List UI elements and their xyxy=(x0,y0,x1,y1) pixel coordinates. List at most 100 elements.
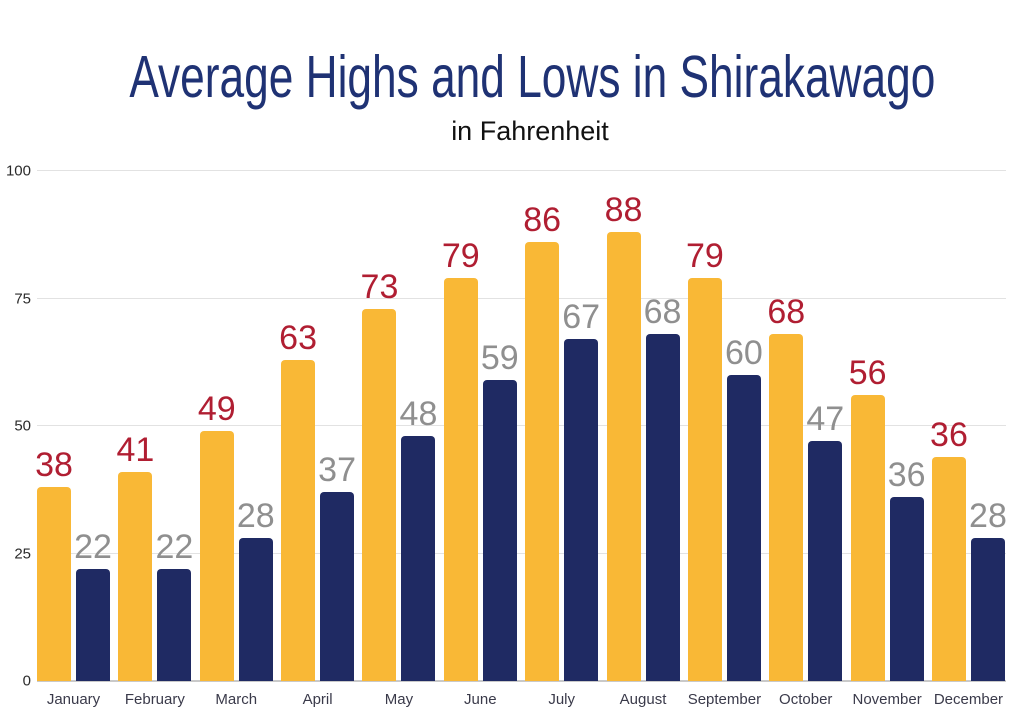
bar-wrap-low-february: 22 xyxy=(155,171,194,681)
bar-low-february xyxy=(157,569,192,681)
label-low-october: 47 xyxy=(806,400,845,438)
x-label-january: January xyxy=(46,691,101,708)
label-low-august: 68 xyxy=(643,293,682,331)
bar-wrap-high-september: 79 xyxy=(686,171,724,681)
bar-wrap-high-december: 36 xyxy=(930,171,968,681)
bar-wrap-high-november: 56 xyxy=(848,171,887,681)
bar-low-april xyxy=(320,492,355,681)
bar-group-december: 36 28 December xyxy=(930,171,1007,708)
chart-subtitle: in Fahrenheit xyxy=(451,116,609,146)
bar-wrap-high-july: 86 xyxy=(523,171,562,681)
label-high-july: 86 xyxy=(523,201,562,239)
bar-low-january xyxy=(76,569,110,681)
x-label-october: October xyxy=(779,691,833,708)
bar-group-june: 79 59 June xyxy=(441,171,519,708)
bar-group-july: 86 67 July xyxy=(523,171,601,708)
bar-high-february xyxy=(118,472,153,681)
label-low-may: 48 xyxy=(399,395,438,433)
label-low-january: 22 xyxy=(74,528,112,566)
label-low-july: 67 xyxy=(562,298,601,336)
bar-wrap-low-january: 22 xyxy=(74,171,112,681)
label-low-february: 22 xyxy=(155,528,194,566)
bar-wrap-low-june: 59 xyxy=(480,171,519,681)
label-low-june: 59 xyxy=(480,339,519,377)
x-label-september: September xyxy=(687,691,762,708)
bar-low-october xyxy=(808,441,843,681)
bar-wrap-high-june: 79 xyxy=(441,171,480,681)
bar-high-september xyxy=(687,278,722,681)
bar-wrap-low-april: 37 xyxy=(318,171,356,681)
x-label-may: May xyxy=(384,691,414,708)
bar-wrap-low-august: 68 xyxy=(643,171,682,681)
bar-high-may xyxy=(362,309,397,681)
label-low-december: 28 xyxy=(969,497,1007,535)
x-label-march: March xyxy=(215,691,258,708)
label-low-march: 28 xyxy=(236,497,275,535)
x-label-december: December xyxy=(933,691,1004,708)
label-high-february: 41 xyxy=(116,431,155,469)
chart-title-text: Average Highs and Lows in Shirakawago xyxy=(129,44,936,110)
bar-high-july xyxy=(525,242,560,681)
bar-high-april xyxy=(281,360,316,681)
y-tick-label-100: 100 xyxy=(5,162,31,180)
bar-high-december xyxy=(931,457,966,681)
x-label-august: August xyxy=(619,691,667,708)
label-high-june: 79 xyxy=(441,237,480,275)
bar-wrap-low-november: 36 xyxy=(887,171,926,681)
label-high-december: 36 xyxy=(930,416,968,454)
bar-low-december xyxy=(970,538,1005,681)
x-label-june: June xyxy=(464,691,497,708)
bar-low-march xyxy=(238,538,273,681)
label-high-november: 56 xyxy=(848,354,887,392)
x-label-november: November xyxy=(852,691,922,708)
label-low-november: 36 xyxy=(887,456,926,494)
bar-wrap-high-may: 73 xyxy=(360,171,399,681)
label-low-april: 37 xyxy=(318,451,356,489)
bar-low-august xyxy=(645,334,680,681)
gridline-25 xyxy=(37,552,1006,554)
bar-high-march xyxy=(199,431,234,681)
x-label-april: April xyxy=(302,691,333,708)
x-label-february: February xyxy=(124,691,185,708)
bar-wrap-high-march: 49 xyxy=(198,171,236,681)
bar-wrap-low-october: 47 xyxy=(806,171,845,681)
bar-wrap-high-february: 41 xyxy=(116,171,155,681)
bar-wrap-low-december: 28 xyxy=(969,171,1007,681)
bar-high-october xyxy=(769,334,804,681)
bar-low-july xyxy=(564,339,599,681)
gridline-0 xyxy=(37,680,1006,682)
bar-low-may xyxy=(401,436,436,681)
bar-low-june xyxy=(482,380,517,681)
bar-wrap-low-july: 67 xyxy=(562,171,601,681)
bar-group-april: 63 37 April xyxy=(279,171,356,708)
y-tick-label-50: 50 xyxy=(14,417,31,435)
bar-wrap-high-october: 68 xyxy=(767,171,806,681)
bar-high-november xyxy=(850,395,885,681)
label-high-april: 63 xyxy=(279,319,317,357)
y-tick-label-0: 0 xyxy=(22,672,31,690)
bar-high-august xyxy=(606,232,641,681)
bar-group-october: 68 47 October xyxy=(767,171,845,708)
bar-group-may: 73 48 May xyxy=(360,171,438,708)
bar-wrap-low-may: 48 xyxy=(399,171,438,681)
label-high-may: 73 xyxy=(360,268,399,306)
label-low-september: 60 xyxy=(724,334,763,372)
bar-high-january xyxy=(37,487,71,681)
bar-group-september: 79 60 September xyxy=(686,171,763,708)
x-label-july: July xyxy=(548,691,575,708)
label-high-october: 68 xyxy=(767,293,806,331)
bar-wrap-low-september: 60 xyxy=(724,171,763,681)
bar-group-november: 56 36 November xyxy=(848,171,926,708)
bar-high-june xyxy=(443,278,478,681)
bar-wrap-low-march: 28 xyxy=(236,171,275,681)
label-high-january: 38 xyxy=(35,446,73,484)
bar-wrap-high-april: 63 xyxy=(279,171,317,681)
bar-low-november xyxy=(889,497,924,681)
gridline-75 xyxy=(37,297,1006,299)
gridline-50 xyxy=(37,425,1006,426)
label-high-august: 88 xyxy=(604,191,643,229)
bar-wrap-high-january: 38 xyxy=(35,171,73,681)
chart-title: Average Highs and Lows in Shirakawago xyxy=(0,44,1019,110)
